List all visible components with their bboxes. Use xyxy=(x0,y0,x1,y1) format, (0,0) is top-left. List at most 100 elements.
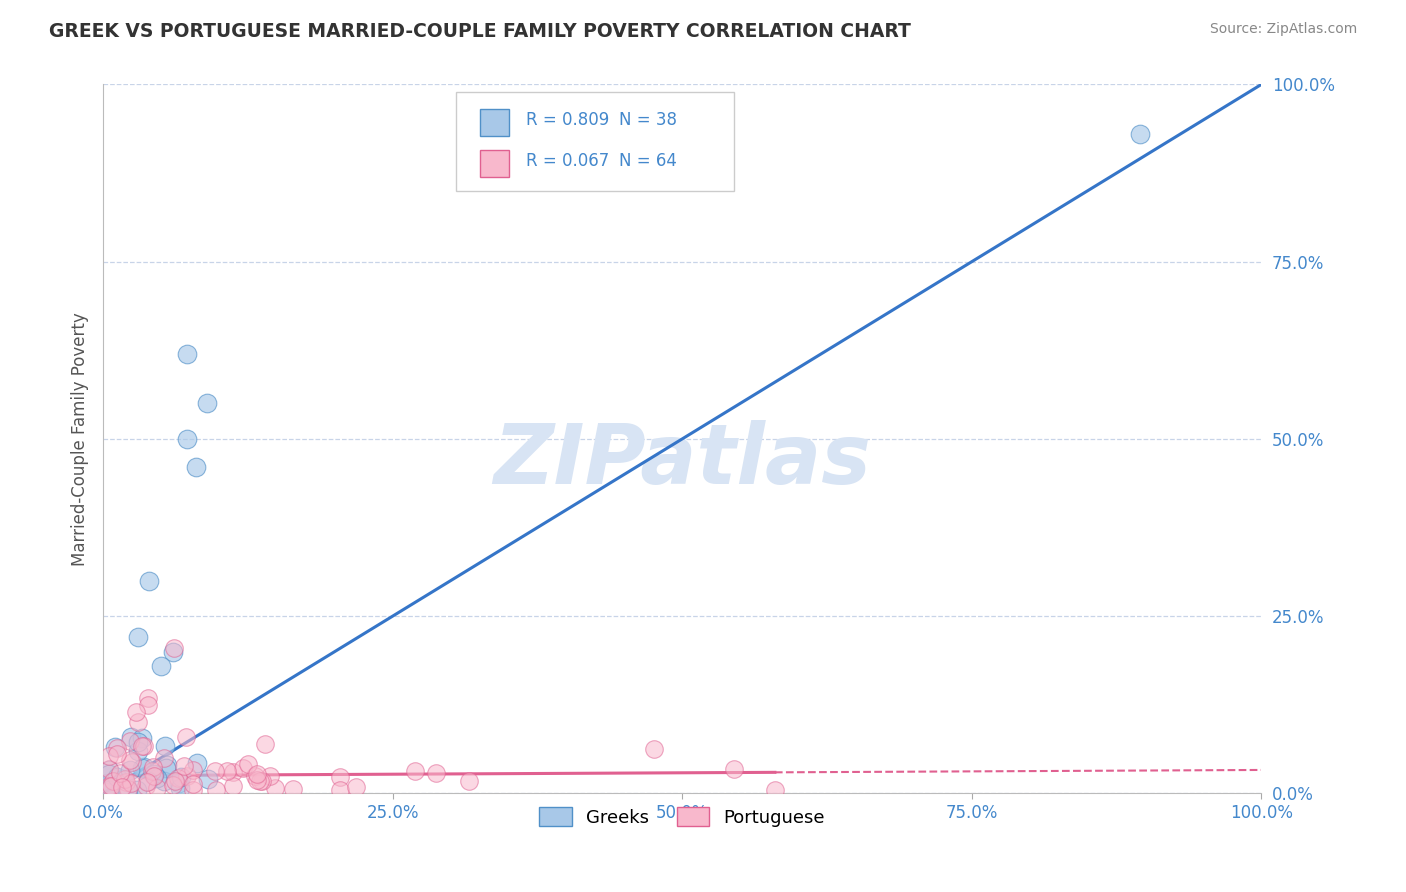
Point xyxy=(117,781,139,796)
Point xyxy=(173,758,195,772)
Point xyxy=(249,773,271,788)
Point xyxy=(105,770,128,784)
Point xyxy=(131,761,153,775)
Text: N = 64: N = 64 xyxy=(619,152,676,169)
Point xyxy=(120,730,142,744)
Point xyxy=(329,770,352,784)
Point xyxy=(136,690,159,705)
Point xyxy=(186,756,208,771)
Point xyxy=(1129,127,1152,141)
Point xyxy=(169,780,191,795)
Bar xyxy=(479,150,509,177)
Point xyxy=(245,770,267,784)
Y-axis label: Married-Couple Family Poverty: Married-Couple Family Poverty xyxy=(72,312,89,566)
Point xyxy=(105,741,128,756)
Point xyxy=(100,779,122,793)
Point xyxy=(97,782,120,797)
Point xyxy=(121,755,143,769)
Point xyxy=(120,763,142,777)
Point xyxy=(458,774,481,789)
Point xyxy=(108,765,131,780)
Point xyxy=(127,735,149,749)
Point xyxy=(103,739,125,754)
Point xyxy=(176,769,198,783)
Point xyxy=(162,777,184,791)
Point xyxy=(136,698,159,712)
Point xyxy=(112,772,135,786)
Text: R = 0.067: R = 0.067 xyxy=(526,152,609,169)
Point xyxy=(134,739,156,753)
Point xyxy=(184,460,207,475)
Point xyxy=(181,777,204,791)
Point xyxy=(169,771,191,785)
Point xyxy=(221,764,243,779)
Point xyxy=(141,764,163,779)
Point xyxy=(253,737,276,751)
Point xyxy=(120,734,142,748)
Point xyxy=(115,775,138,789)
Point xyxy=(238,756,260,771)
Point xyxy=(197,772,219,786)
Point xyxy=(215,764,238,778)
Point xyxy=(283,782,305,797)
Point xyxy=(127,782,149,797)
Text: R = 0.809: R = 0.809 xyxy=(526,111,609,128)
Point xyxy=(103,774,125,789)
Point xyxy=(98,748,121,763)
Text: Source: ZipAtlas.com: Source: ZipAtlas.com xyxy=(1209,22,1357,37)
Point xyxy=(131,739,153,753)
FancyBboxPatch shape xyxy=(457,92,734,191)
Point xyxy=(163,640,186,655)
Point xyxy=(250,774,273,789)
Point xyxy=(146,771,169,785)
Point xyxy=(176,432,198,446)
Point xyxy=(155,761,177,775)
Point xyxy=(204,764,226,778)
Point xyxy=(150,658,173,673)
Point xyxy=(763,782,786,797)
Point xyxy=(97,762,120,776)
Point xyxy=(344,780,367,794)
Point xyxy=(120,776,142,790)
Point xyxy=(114,772,136,786)
Text: GREEK VS PORTUGUESE MARRIED-COUPLE FAMILY POVERTY CORRELATION CHART: GREEK VS PORTUGUESE MARRIED-COUPLE FAMIL… xyxy=(49,22,911,41)
Text: N = 38: N = 38 xyxy=(619,111,676,128)
Point xyxy=(131,731,153,746)
Point xyxy=(138,574,160,588)
Point xyxy=(117,782,139,797)
Point xyxy=(127,631,149,645)
Point xyxy=(143,769,166,783)
Point xyxy=(120,753,142,767)
Point xyxy=(134,760,156,774)
Bar xyxy=(479,109,509,136)
Point xyxy=(723,762,745,776)
Point xyxy=(425,766,447,780)
Point xyxy=(246,766,269,780)
Point xyxy=(181,763,204,777)
Point xyxy=(97,767,120,781)
Point xyxy=(111,780,134,794)
Point xyxy=(105,747,128,761)
Point xyxy=(264,780,287,795)
Point xyxy=(142,760,165,774)
Point xyxy=(146,780,169,795)
Point xyxy=(142,766,165,780)
Point xyxy=(153,774,176,789)
Point xyxy=(136,775,159,789)
Point xyxy=(329,782,352,797)
Point xyxy=(97,782,120,797)
Point xyxy=(259,769,281,783)
Point xyxy=(142,767,165,781)
Point xyxy=(166,771,188,785)
Point xyxy=(127,715,149,730)
Point xyxy=(176,347,198,361)
Point xyxy=(167,775,190,789)
Point xyxy=(221,779,243,793)
Point xyxy=(162,644,184,658)
Point xyxy=(643,742,665,756)
Point xyxy=(97,780,120,794)
Point xyxy=(404,764,426,779)
Point xyxy=(153,751,176,765)
Point xyxy=(163,774,186,789)
Legend: Greeks, Portuguese: Greeks, Portuguese xyxy=(533,800,832,834)
